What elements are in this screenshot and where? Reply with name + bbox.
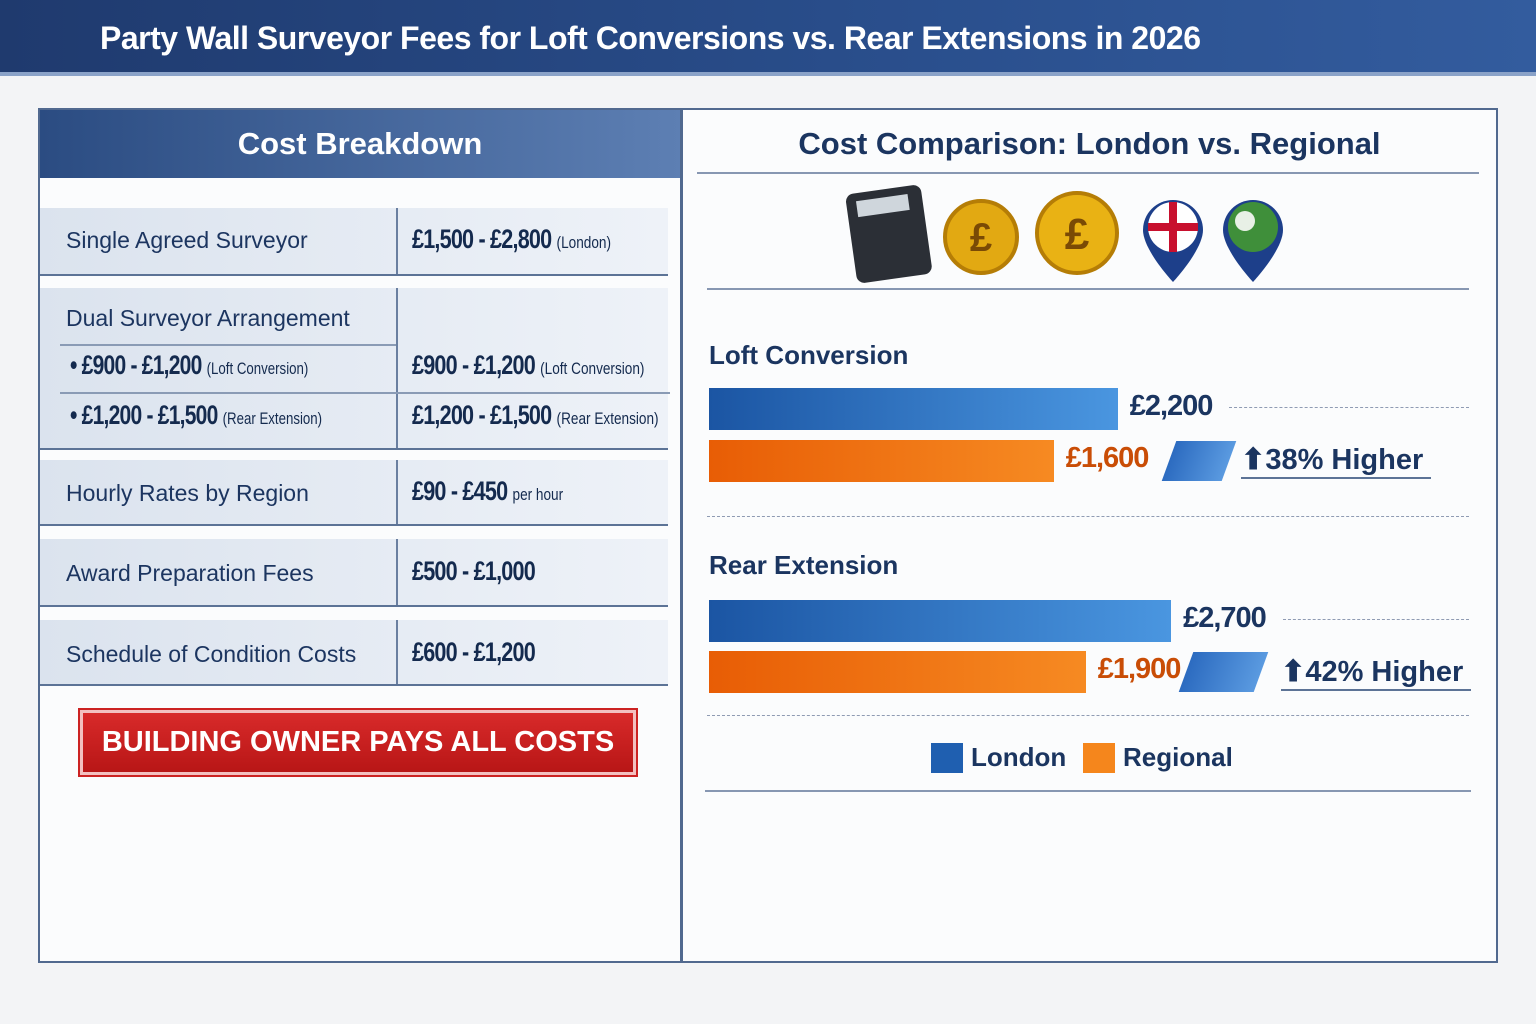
row-value: £500 - £1,000 [412,556,536,586]
row-label: Dual Surveyor Arrangement [66,305,350,331]
percent-higher-label: ⬆38% Higher [1241,442,1432,479]
legend-item-london: London [931,742,1066,773]
table-row: Hourly Rates by Region £90 - £450 per ho… [40,460,668,526]
uk-flag-pin-icon [1143,200,1203,282]
cost-comparison-panel: Cost Comparison: London vs. Regional £ £… [681,108,1498,963]
pound-coin-icon: £ [943,199,1019,275]
divider [707,288,1469,290]
value-label: £2,200 [1129,390,1214,422]
sub-value: £1,200 - £1,500 (Rear Extension) [412,400,659,430]
column-divider [396,620,398,684]
legend-item-regional: Regional [1083,742,1233,773]
globe-pin-icon [1223,200,1283,282]
row-label: Hourly Rates by Region [66,480,309,506]
value-label: £1,900 [1097,653,1182,685]
value-label: £1,600 [1065,442,1150,474]
comparison-marker [1161,441,1237,481]
row-label: Schedule of Condition Costs [66,641,357,667]
legend-swatch [931,742,963,773]
divider [697,172,1479,174]
category-label: Rear Extension [709,550,899,580]
table-row: Single Agreed Surveyor £1,500 - £2,800 (… [40,208,668,276]
table-row: Dual Surveyor Arrangement • £900 - £1,20… [40,288,670,450]
divider [705,790,1471,792]
bar-london-rear [709,600,1172,642]
cost-breakdown-panel: Cost Breakdown Single Agreed Surveyor £1… [38,108,682,963]
title-bar: Party Wall Surveyor Fees for Loft Conver… [0,0,1536,76]
icon-row: £ £ [846,185,1283,283]
section-divider [707,516,1469,517]
bar-london-loft [709,388,1118,430]
category-label: Loft Conversion [709,340,909,370]
row-value: £1,500 - £2,800 (London) [412,224,611,254]
column-divider [396,288,398,448]
bar-regional-loft [709,440,1054,482]
section-divider [707,715,1469,716]
leader-line [1283,619,1469,620]
sub-divider [60,344,396,346]
sub-divider [60,392,670,394]
svg-text:£: £ [1065,210,1090,259]
column-divider [396,460,398,524]
row-value: £600 - £1,200 [412,637,536,667]
leader-line [1229,407,1469,408]
column-divider [396,539,398,605]
row-label: Single Agreed Surveyor [66,227,308,253]
comparison-marker [1178,652,1269,692]
percent-higher-label: ⬆42% Higher [1281,654,1472,691]
svg-text:£: £ [970,216,992,260]
breakdown-heading: Cost Breakdown [40,110,680,178]
table-row: Schedule of Condition Costs £600 - £1,20… [40,620,668,686]
legend-label: Regional [1123,742,1233,772]
legend-swatch [1083,742,1115,773]
calculator-icon [846,185,932,283]
bar-regional-rear [709,651,1086,693]
pound-coin-icon: £ [1035,191,1119,275]
legend-label: London [971,742,1067,772]
building-owner-pays-banner: BUILDING OWNER PAYS ALL COSTS [78,708,638,777]
sub-bullet: • £1,200 - £1,500 (Rear Extension) [70,400,323,430]
row-label: Award Preparation Fees [66,560,314,586]
sub-bullet: • £900 - £1,200 (Loft Conversion) [70,350,309,380]
column-divider [396,208,398,274]
chart-title: Cost Comparison: London vs. Regional [798,126,1381,161]
table-row: Award Preparation Fees £500 - £1,000 [40,539,668,607]
sub-value: £900 - £1,200 (Loft Conversion) [412,350,645,380]
value-label: £2,700 [1183,602,1267,634]
page-title: Party Wall Surveyor Fees for Loft Conver… [100,20,1201,56]
row-value: £90 - £450 per hour [412,476,564,506]
